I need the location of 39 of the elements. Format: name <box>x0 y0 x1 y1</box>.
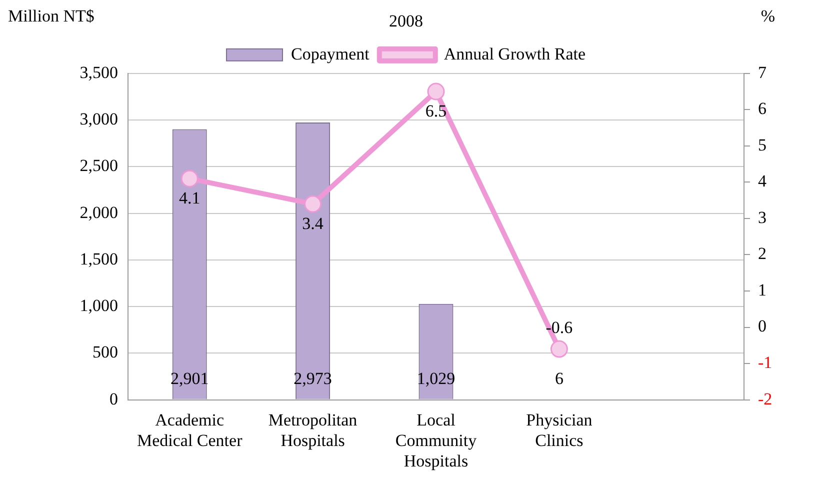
y2-tick-label: -1 <box>758 353 772 372</box>
x-tick-label: Physician Clinics <box>526 410 593 450</box>
point <box>550 340 568 358</box>
y2-tick-label: 5 <box>758 135 766 154</box>
data-label: 4.1 <box>178 188 200 208</box>
y2-tick-label: 7 <box>758 62 767 82</box>
legend-label: Copayment <box>290 44 370 64</box>
y2-axis-title: % <box>760 6 776 26</box>
y2-tick-label: 1 <box>758 280 766 300</box>
data-label: 6 <box>554 368 564 388</box>
x-tick-label: Metropolitan Hospitals <box>268 410 358 450</box>
data-label: 3.4 <box>302 214 324 233</box>
y-tick-label: 2,000 <box>80 202 118 222</box>
data-label: -0.6 <box>546 318 573 337</box>
y2-tick-label: -2 <box>758 389 772 408</box>
y2-tick-label: 3 <box>758 208 766 227</box>
data-label: 1,029 <box>416 368 456 388</box>
y-tick-label: 1,000 <box>80 296 118 316</box>
y2-tick-label: 0 <box>758 316 766 336</box>
data-label: 6.5 <box>425 102 447 120</box>
point <box>304 195 322 213</box>
point <box>180 170 198 188</box>
chart-title: 2008 <box>389 12 423 31</box>
y-axis-title: Million NT$ <box>8 6 94 26</box>
legend-label: Annual Growth Rate <box>444 44 586 64</box>
y-tick-label: 1,500 <box>80 249 118 268</box>
y2-tick-label: 2 <box>758 244 766 264</box>
y-tick-label: 500 <box>92 342 118 362</box>
y-tick-label: 3,500 <box>80 62 118 82</box>
data-label: 2,973 <box>294 368 332 388</box>
x-tick-label: Local Community Hospitals <box>395 410 478 470</box>
y-tick-label: 2,500 <box>80 156 118 176</box>
y-tick-label: 0 <box>110 389 118 408</box>
point <box>427 82 445 100</box>
x-tick-label: Academic Medical Center <box>136 410 243 450</box>
y2-tick-label: 6 <box>758 99 766 118</box>
y-tick-label: 3,000 <box>80 109 118 128</box>
y2-tick-label: 4 <box>758 172 767 191</box>
data-label: 2,901 <box>170 368 209 388</box>
